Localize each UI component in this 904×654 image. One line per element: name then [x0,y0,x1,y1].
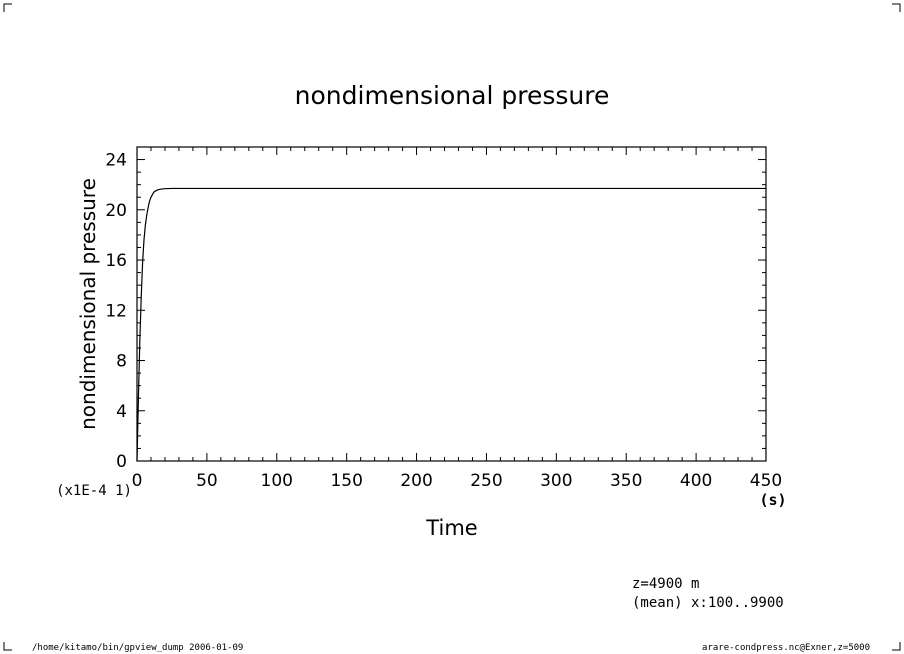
x-tick-label: 200 [400,471,432,491]
footer-path: /home/kitamo/bin/gpview_dump 2006-01-09 [32,643,243,653]
x-unit-label: (s) [759,491,786,509]
corner-mark-bottom-left [3,642,12,651]
chart-title: nondimensional pressure [295,81,610,110]
y-tick-label: 4 [116,402,127,422]
x-axis-label: Time [425,516,477,540]
y-scale-note: (x1E-4 1) [56,483,132,499]
x-tick-label: 0 [132,471,143,491]
y-tick-label: 12 [105,301,127,321]
x-tick-label: 100 [261,471,293,491]
x-tick-label: 400 [680,471,712,491]
x-tick-label: 350 [610,471,642,491]
axis-ticks [136,146,767,462]
x-tick-label: 450 [750,471,782,491]
corner-mark-top-right [892,3,901,12]
y-tick-label: 0 [116,452,127,472]
series-line [136,187,766,462]
series-group [136,187,766,462]
y-tick-label: 20 [105,201,127,221]
info-line-level: z=4900 m [632,576,699,592]
x-tick-label: 300 [540,471,572,491]
footer-source: arare-condpress.nc@Exner,z=5000 [702,643,870,653]
info-line-mean: (mean) x:100..9900 [632,595,784,611]
y-tick-label: 16 [105,251,127,271]
y-tick-label: 8 [116,352,127,372]
x-tick-label: 250 [470,471,502,491]
axis-tick-labels: 0 50 100 150 200 250 300 350 400 450 0 4 8 12 16 20 24 [105,151,782,491]
x-tick-label: 150 [330,471,362,491]
y-tick-label: 24 [105,151,127,171]
corner-mark-top-left [3,3,12,12]
x-tick-label: 50 [196,471,218,491]
plot-frame [136,146,767,462]
y-axis-label: nondimensional pressure [76,178,100,430]
corner-mark-bottom-right [892,642,901,651]
corner-marks [3,3,901,651]
